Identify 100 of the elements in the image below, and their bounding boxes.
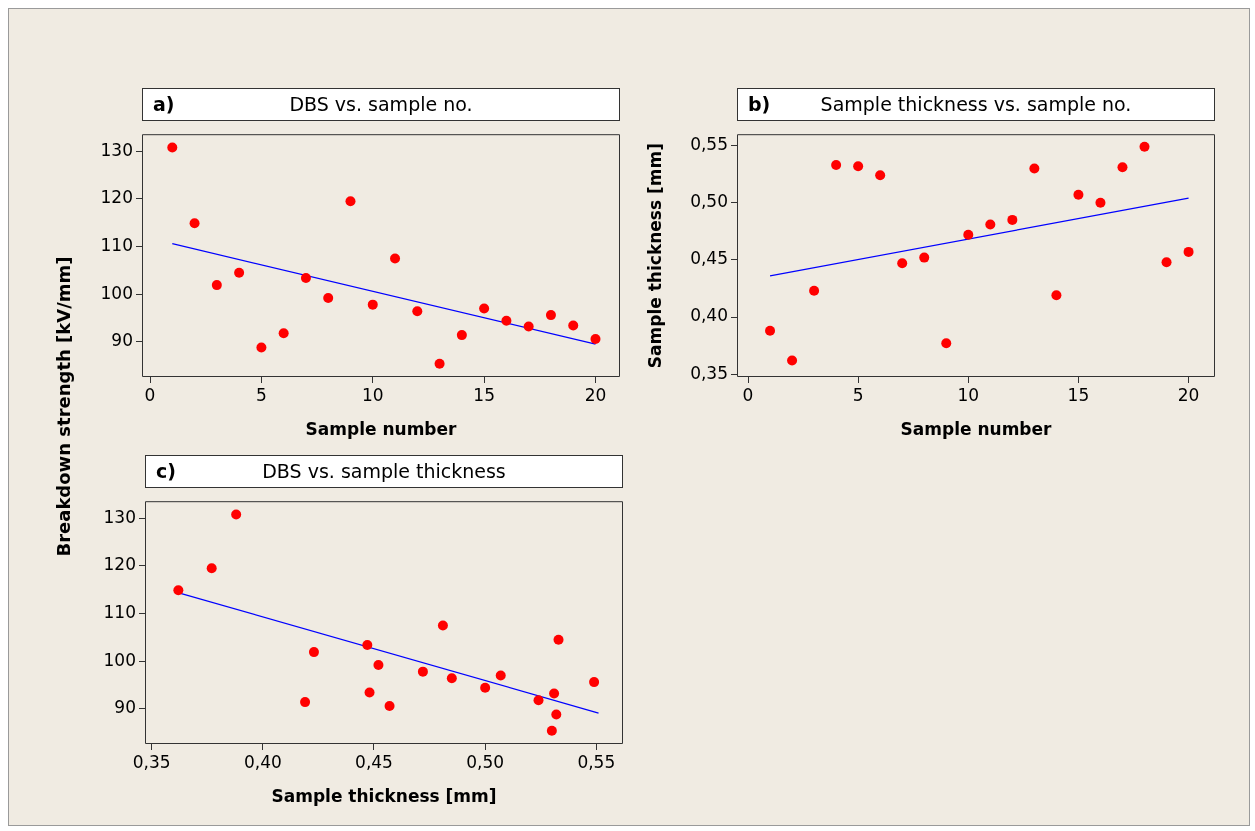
point xyxy=(384,700,395,711)
x-tick-label: 0,55 xyxy=(577,751,616,772)
point xyxy=(590,333,601,344)
y-tick-label: 0,55 xyxy=(690,134,728,155)
x-tick-label: 0,50 xyxy=(466,751,505,772)
x-tick-label: 0,40 xyxy=(243,751,282,772)
point xyxy=(189,218,200,229)
y-tick-label: 130 xyxy=(103,506,136,527)
point xyxy=(480,682,491,693)
x-tick-label: 10 xyxy=(361,384,384,405)
point xyxy=(345,196,356,207)
y-tick-label: 130 xyxy=(100,139,133,160)
text: b) xyxy=(748,92,771,117)
point xyxy=(1183,246,1194,257)
chart-title: DBS vs. sample thickness xyxy=(262,460,506,482)
text: c) xyxy=(156,459,176,484)
point xyxy=(373,659,384,670)
point xyxy=(367,299,378,310)
point xyxy=(1161,257,1172,268)
x-tick-label: 10 xyxy=(957,384,980,405)
point xyxy=(300,697,311,708)
y-tick-label: 110 xyxy=(100,234,133,255)
point xyxy=(941,338,952,349)
y-tick-label: 0,40 xyxy=(690,305,728,326)
point xyxy=(1139,141,1150,152)
point xyxy=(765,325,776,336)
point xyxy=(434,358,445,369)
point xyxy=(308,647,319,658)
point xyxy=(553,634,564,645)
point xyxy=(501,315,512,326)
x-tick-label: 5 xyxy=(255,384,267,405)
y-tick-label: 90 xyxy=(114,697,136,718)
point xyxy=(919,252,930,263)
x-tick-label: 0 xyxy=(144,384,156,405)
point xyxy=(167,142,178,153)
point xyxy=(551,709,562,720)
point xyxy=(589,677,600,688)
point xyxy=(362,639,373,650)
point xyxy=(446,673,457,684)
point xyxy=(546,725,557,736)
point xyxy=(256,342,267,353)
point xyxy=(549,688,560,699)
y-tick-label: 100 xyxy=(100,282,133,303)
text: a) xyxy=(153,92,175,117)
point xyxy=(1029,163,1040,174)
x-tick-label: 0 xyxy=(742,384,754,405)
point xyxy=(412,306,423,317)
y-tick-label: 110 xyxy=(103,601,136,622)
y-tick-label: 0,45 xyxy=(690,248,728,269)
point xyxy=(364,687,375,698)
y-tick-label: 90 xyxy=(111,330,133,351)
point xyxy=(231,509,242,520)
point xyxy=(853,161,864,172)
y-tick-label: 0,35 xyxy=(690,362,728,383)
point xyxy=(456,330,467,341)
point xyxy=(568,320,579,331)
point xyxy=(963,229,974,240)
point xyxy=(278,328,289,339)
y-tick-label: 0,50 xyxy=(690,191,728,212)
point xyxy=(300,272,311,283)
x-tick-label: 20 xyxy=(1177,384,1200,405)
point xyxy=(1051,290,1062,301)
point xyxy=(479,303,490,314)
point xyxy=(897,258,908,269)
point xyxy=(323,292,334,303)
point xyxy=(206,563,217,574)
point xyxy=(495,670,506,681)
chart-title: DBS vs. sample no. xyxy=(289,93,473,115)
point xyxy=(173,585,184,596)
point xyxy=(787,355,798,366)
y-tick-label: 100 xyxy=(103,649,136,670)
point xyxy=(437,620,448,631)
point xyxy=(831,160,842,171)
point xyxy=(545,310,556,321)
point xyxy=(523,321,534,332)
x-axis-title: Sample number xyxy=(900,419,1053,440)
point xyxy=(533,695,544,706)
point xyxy=(390,253,401,264)
x-axis-title: Sample thickness [mm] xyxy=(271,786,497,807)
point xyxy=(985,219,996,230)
x-tick-label: 0,45 xyxy=(355,751,393,772)
y-axis-title: Sample thickness [mm] xyxy=(644,143,665,369)
x-axis-title: Sample number xyxy=(305,419,458,440)
point xyxy=(1073,189,1084,200)
x-tick-label: 0,35 xyxy=(132,751,171,772)
x-tick-label: 15 xyxy=(1067,384,1090,405)
point xyxy=(417,666,428,677)
point xyxy=(211,280,222,291)
point xyxy=(234,267,245,278)
x-tick-label: 15 xyxy=(473,384,495,405)
point xyxy=(1007,214,1018,225)
y-tick-label: 120 xyxy=(100,187,133,208)
y-tick-label: 120 xyxy=(103,554,136,575)
point xyxy=(1095,197,1106,208)
point xyxy=(1117,162,1128,173)
x-tick-label: 5 xyxy=(852,384,864,405)
point xyxy=(809,285,820,296)
chart-title: Sample thickness vs. sample no. xyxy=(820,93,1132,115)
x-tick-label: 20 xyxy=(584,384,607,405)
y-axis-title: Breakdown strength [kV/mm] xyxy=(52,255,74,557)
